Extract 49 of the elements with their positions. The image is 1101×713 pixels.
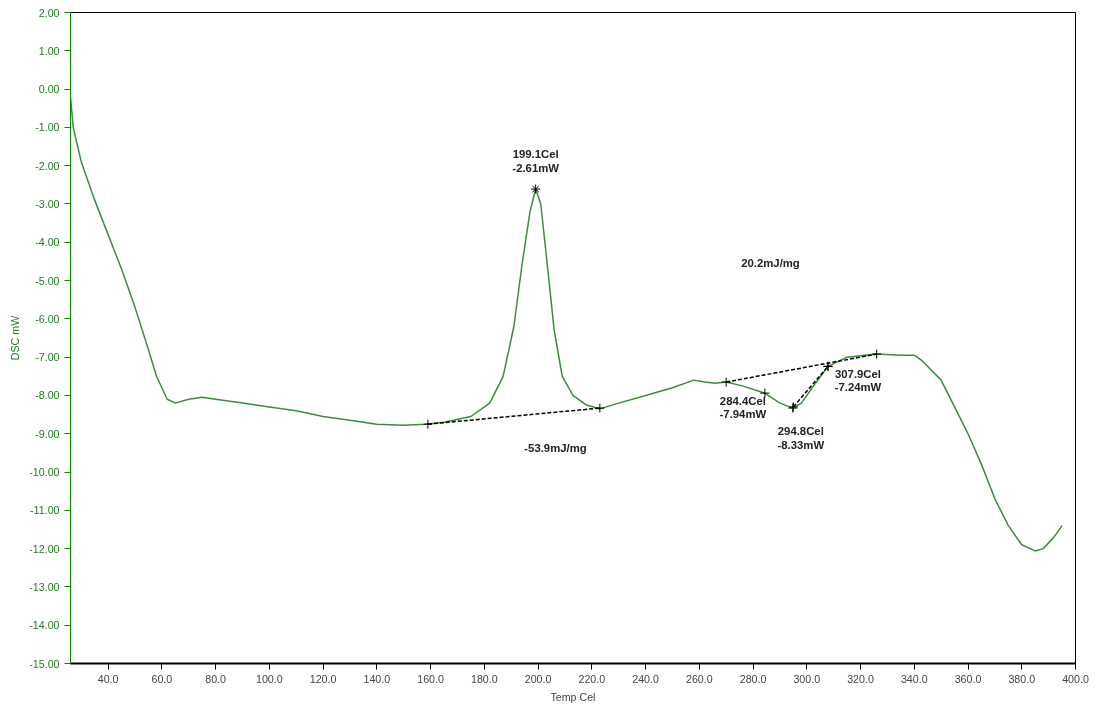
point: [594, 403, 605, 414]
x-tick-label: 200.0: [524, 672, 552, 685]
y-tick-label: -7.00: [35, 351, 60, 364]
y-tick-label: -3.00: [35, 197, 60, 210]
y-tick-label: -2.00: [35, 159, 60, 172]
x-tick-label: 400.0: [1062, 672, 1089, 685]
y-tick-label: -1.00: [35, 121, 60, 134]
point: [721, 377, 732, 388]
x-tick-label: 100.0: [256, 672, 283, 685]
y-tick-label: -13.00: [29, 580, 60, 593]
annotation: -53.9mJ/mg: [524, 441, 587, 454]
x-tick-label: 280.0: [739, 672, 767, 685]
y-tick-label: -10.00: [29, 466, 60, 479]
point: [871, 349, 882, 360]
x-tick-label: 180.0: [470, 672, 498, 685]
annotation: 307.9Cel -7.24mW: [834, 367, 882, 393]
x-tick-label: 380.0: [1008, 672, 1036, 685]
y-axis-title: DSC mW: [9, 314, 22, 361]
y-tick-label: -9.00: [35, 427, 60, 440]
x-tick-label: 300.0: [793, 672, 821, 685]
y-tick-label: -6.00: [35, 312, 60, 325]
x-tick-label: 220.0: [578, 672, 606, 685]
x-tick-label: 160.0: [417, 672, 444, 685]
x-axis-title: Temp Cel: [550, 690, 596, 703]
x-tick-label: 40.0: [97, 672, 119, 685]
y-tick-label: -8.00: [35, 389, 60, 402]
y-tick-label: -5.00: [35, 274, 60, 287]
y-tick-label: -14.00: [29, 619, 60, 632]
x-tick-label: 80.0: [205, 672, 227, 685]
y-tick-label: 2.00: [38, 6, 60, 19]
x-tick-label: 320.0: [847, 672, 874, 685]
y-tick-label: 1.00: [38, 44, 60, 57]
annotation: 294.8Cel -8.33mW: [777, 425, 825, 451]
annotation: 199.1Cel -2.61mW: [512, 148, 560, 174]
y-tick-label: 0.00: [38, 83, 60, 96]
annotation: 284.4Cel -7.94mW: [719, 394, 767, 420]
x-tick-label: 340.0: [900, 672, 928, 685]
y-tick-label: -11.00: [30, 504, 60, 517]
point: [422, 419, 433, 430]
x-tick-label: 360.0: [954, 672, 982, 685]
x-tick-label: 140.0: [363, 672, 391, 685]
x-tick-label: 120.0: [309, 672, 337, 685]
y-tick-label: -15.00: [29, 657, 60, 670]
x-tick-label: 240.0: [632, 672, 659, 685]
annotation: 20.2mJ/mg: [741, 256, 800, 269]
x-tick-label: 260.0: [685, 672, 713, 685]
x-tick-label: 60.0: [151, 672, 173, 685]
y-tick-label: -4.00: [35, 236, 60, 249]
y-tick-label: -12.00: [29, 542, 60, 555]
